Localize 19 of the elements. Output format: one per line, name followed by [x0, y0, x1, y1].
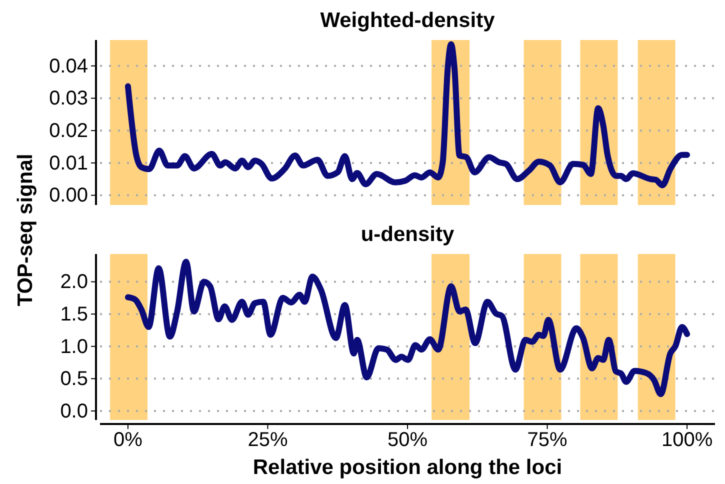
x-tick-label: 50%: [387, 429, 428, 452]
y-tick-label: 1.5: [60, 303, 88, 326]
y-tick-label: 0.04: [49, 55, 88, 78]
x-tick-label: 75%: [527, 429, 568, 452]
x-tick-label: 25%: [248, 429, 288, 452]
x-axis-title: Relative position along the loci: [252, 456, 562, 479]
chart-title: Weighted-density: [320, 9, 496, 32]
y-tick-label: 0.02: [49, 120, 88, 142]
x-tick-label: 0%: [114, 429, 143, 452]
y-axis-title: TOP-seq signal: [14, 154, 37, 306]
y-tick-label: 0.00: [49, 184, 88, 207]
y-tick-label: 0.03: [49, 88, 88, 110]
y-tick-label: 0.5: [60, 368, 88, 390]
y-tick-label: 0.0: [60, 400, 88, 422]
y-tick-label: 0.01: [49, 152, 88, 174]
x-tick-label: 100%: [661, 429, 713, 452]
y-tick-label: 1.0: [60, 336, 88, 358]
y-tick-label: 2.0: [60, 271, 88, 294]
chart-title: u-density: [360, 223, 454, 246]
